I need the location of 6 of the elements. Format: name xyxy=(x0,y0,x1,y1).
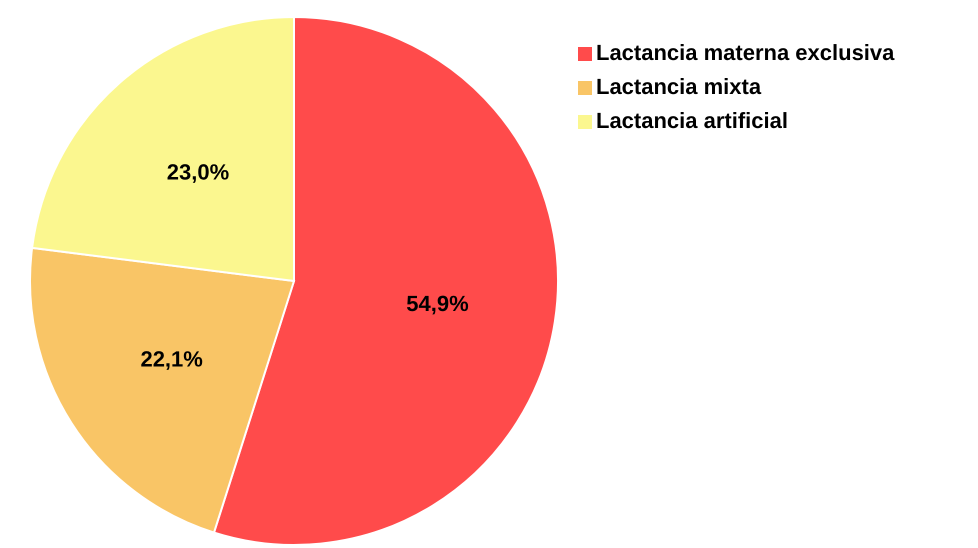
legend-label: Lactancia mixta xyxy=(596,74,762,99)
legend-label: Lactancia artificial xyxy=(596,108,788,133)
data-label: 22,1% xyxy=(140,346,203,372)
data-label: 23,0% xyxy=(166,160,230,185)
legend-label: Lactancia materna exclusiva xyxy=(596,40,894,65)
data-label: 54,9% xyxy=(406,290,469,316)
